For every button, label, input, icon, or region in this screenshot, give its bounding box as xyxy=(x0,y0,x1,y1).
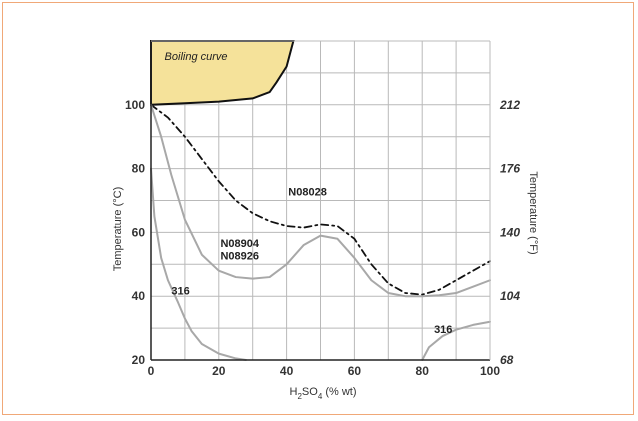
y-left-tick-label: 100 xyxy=(125,98,145,112)
y-right-tick-label: 140 xyxy=(500,225,520,239)
y-right-tick-labels: 68 104 140 176 212 xyxy=(499,98,520,367)
y-right-tick-label: 212 xyxy=(499,98,520,112)
series-line-2 xyxy=(150,167,247,361)
grid xyxy=(151,41,490,360)
y-axis-left-label: Temperature (°C) xyxy=(112,187,124,271)
y-left-tick-label: 20 xyxy=(132,353,146,367)
y-left-tick-labels: 20 40 60 80 100 xyxy=(125,98,145,367)
x-tick-label: 60 xyxy=(348,364,362,378)
y-axis-right-label: Temperature (°F) xyxy=(527,171,539,254)
series-lines xyxy=(150,103,491,361)
x-tick-labels: 0 20 40 60 80 100 xyxy=(148,364,501,378)
curve-label-316: 316 xyxy=(171,286,189,298)
curve-label-n08926: N08926 xyxy=(220,251,259,263)
y-left-tick-label: 80 xyxy=(132,162,146,176)
series-line-3 xyxy=(421,320,491,361)
y-right-tick-label: 68 xyxy=(500,353,514,367)
series-line-1 xyxy=(150,103,491,298)
x-axis-label: H2SO4 (% wt) xyxy=(290,386,357,401)
y-right-tick-label: 104 xyxy=(500,289,520,303)
curve-label-316: 316 xyxy=(434,324,452,336)
x-tick-label: 20 xyxy=(212,364,226,378)
series-line-0 xyxy=(150,103,491,296)
boiling-curve-label: Boiling curve xyxy=(165,51,228,63)
curve-label-n08028: N08028 xyxy=(288,187,327,199)
y-left-tick-label: 60 xyxy=(132,225,146,239)
plot-border xyxy=(150,40,491,361)
x-tick-label: 0 xyxy=(148,364,155,378)
curve-label-n08904: N08904 xyxy=(220,238,259,250)
x-tick-label: 80 xyxy=(416,364,430,378)
y-right-tick-label: 176 xyxy=(500,162,520,176)
boiling-region: Boiling curve xyxy=(150,40,295,106)
boiling-curve-area xyxy=(150,40,295,106)
y-left-tick-label: 40 xyxy=(132,289,146,303)
x-tick-label: 40 xyxy=(280,364,294,378)
x-tick-label: 100 xyxy=(480,364,500,378)
figure-frame: Boiling curve 0 20 40 60 80 100 20 40 60 80 100 6… xyxy=(2,2,634,415)
